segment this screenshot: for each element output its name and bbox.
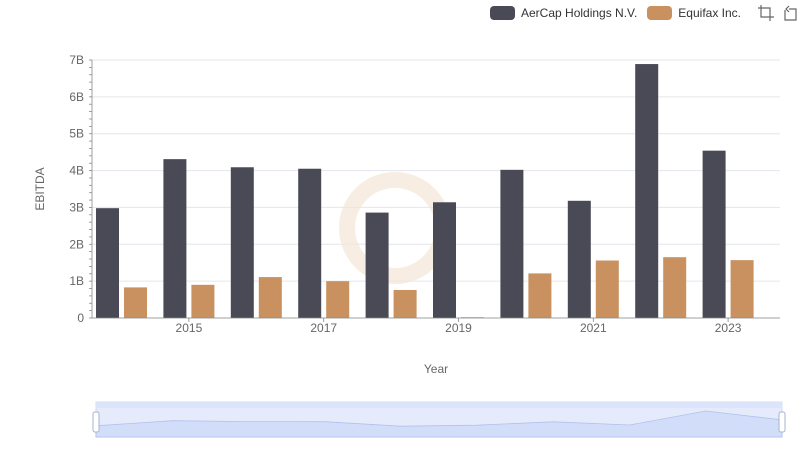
data-zoom-slider[interactable]: [92, 401, 786, 438]
bar-equifax-2023[interactable]: [730, 260, 754, 318]
bar-equifax-2021[interactable]: [595, 260, 619, 318]
y-tick-label: 3B: [69, 200, 84, 214]
y-tick-label: 7B: [69, 53, 84, 67]
zoom-selection[interactable]: [96, 408, 782, 437]
zoom-top-bar[interactable]: [96, 402, 782, 408]
restore-icon[interactable]: [781, 4, 799, 22]
legend-item-aercap[interactable]: AerCap Holdings N.V.: [490, 6, 637, 20]
x-tick-label: 2017: [310, 321, 337, 335]
legend-swatch-aercap: [490, 6, 515, 20]
y-tick-label: 0: [77, 311, 84, 325]
x-axis-title: Year: [424, 362, 448, 376]
bar-equifax-2022[interactable]: [663, 257, 687, 318]
bars: [96, 64, 754, 318]
watermark-logo: [339, 172, 451, 284]
zoom-handle-right[interactable]: [778, 411, 786, 433]
bar-aercap-2021[interactable]: [567, 200, 591, 318]
zoom-icon[interactable]: [757, 4, 775, 22]
bar-aercap-2016[interactable]: [230, 167, 254, 318]
bar-equifax-2018[interactable]: [393, 289, 417, 318]
y-axis: 0 1B 2B 3B 4B 5B 6B 7B: [69, 53, 93, 325]
legend-label-equifax: Equifax Inc.: [678, 6, 741, 20]
bar-aercap-2022[interactable]: [635, 64, 659, 318]
y-tick-label: 5B: [69, 127, 84, 141]
x-axis: 2015 2017 2019 2021 2023: [92, 317, 780, 335]
y-tick-label: 1B: [69, 274, 84, 288]
y-axis-title: EBITDA: [33, 167, 47, 210]
bar-aercap-2015[interactable]: [163, 159, 187, 318]
legend: AerCap Holdings N.V. Equifax Inc.: [490, 4, 799, 22]
y-tick-label: 4B: [69, 164, 84, 178]
bar-aercap-2023[interactable]: [702, 150, 726, 318]
bar-aercap-2014[interactable]: [96, 208, 119, 318]
legend-item-equifax[interactable]: Equifax Inc.: [647, 6, 741, 20]
bar-equifax-2020[interactable]: [528, 273, 552, 318]
bar-aercap-2017[interactable]: [298, 168, 322, 318]
bar-equifax-2016[interactable]: [258, 277, 282, 318]
x-tick-label: 2023: [715, 321, 742, 335]
bar-aercap-2018[interactable]: [365, 212, 389, 318]
zoom-handle-left[interactable]: [92, 411, 100, 433]
x-tick-label: 2019: [445, 321, 472, 335]
y-tick-label: 6B: [69, 90, 84, 104]
legend-label-aercap: AerCap Holdings N.V.: [521, 6, 638, 20]
legend-swatch-equifax: [647, 6, 673, 20]
bar-equifax-2014[interactable]: [124, 287, 147, 318]
bar-equifax-2017[interactable]: [326, 281, 350, 318]
x-tick-label: 2021: [580, 321, 607, 335]
bar-aercap-2020[interactable]: [500, 169, 524, 318]
x-tick-label: 2015: [176, 321, 203, 335]
y-tick-label: 2B: [69, 237, 84, 251]
bar-equifax-2015[interactable]: [191, 284, 215, 318]
bar-aercap-2019[interactable]: [433, 202, 456, 318]
